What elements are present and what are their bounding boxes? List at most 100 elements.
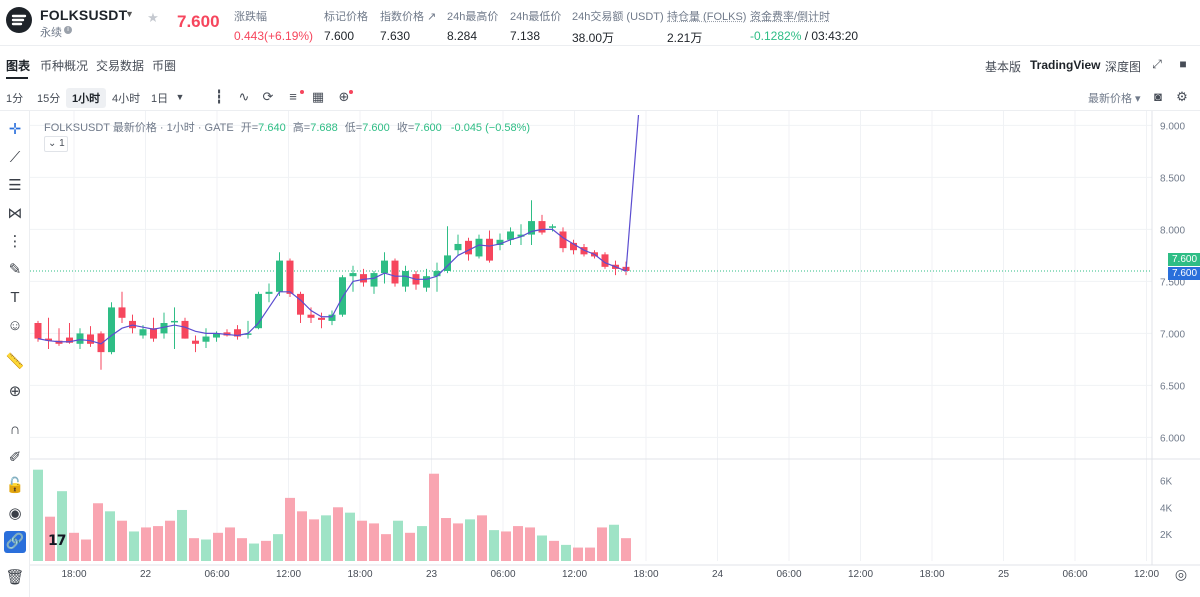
legend-change: -0.045 (−0.58%) xyxy=(450,122,531,134)
volume-bar xyxy=(381,534,391,561)
x-tick-label: 18:00 xyxy=(633,569,658,580)
legend-title: FOLKSUSDT 最新价格 · 1小时 · GATE xyxy=(44,122,234,134)
indicator-icon[interactable]: ∿ xyxy=(238,89,250,104)
volume-bar xyxy=(117,520,127,561)
chevron-down-icon: ⌄ xyxy=(48,138,57,149)
lock-drawing-icon[interactable]: ✐ xyxy=(8,449,22,466)
view-basic[interactable]: 基本版 xyxy=(985,60,1022,74)
favorite-star-icon[interactable]: ★ xyxy=(147,10,159,25)
chart-svg[interactable]: 18:00 22 06:00 12:00 18:00 23 06:00 12:00 18:00 2… xyxy=(30,111,1200,597)
timeframe-1d[interactable]: 1日 xyxy=(151,93,169,105)
candle-body xyxy=(160,323,168,334)
stat-value: 7.138 xyxy=(510,29,541,43)
x-tick-label: 24 xyxy=(712,569,724,580)
x-tick-label: 12:00 xyxy=(848,569,873,580)
trash-icon[interactable]: 🗑 xyxy=(5,569,25,586)
template-icon[interactable]: ≡ xyxy=(289,89,297,104)
x-tick-label: 18:00 xyxy=(919,569,944,580)
stat-value: 7.630 xyxy=(380,29,411,43)
zoom-in-icon[interactable]: ⊕ xyxy=(8,383,22,400)
candle-body xyxy=(213,333,220,338)
stat-label[interactable]: 指数价格 ↗ xyxy=(380,11,437,23)
x-tick-label: 06:00 xyxy=(490,569,515,580)
volume-bar xyxy=(105,511,115,561)
candle-body xyxy=(538,221,546,233)
volume-bar xyxy=(417,526,427,561)
trendline-icon[interactable]: ⟋ xyxy=(9,149,21,166)
candle-body xyxy=(370,273,378,287)
magnet-icon[interactable]: ∩ xyxy=(9,421,21,438)
settings-icon[interactable]: ⚙ xyxy=(1176,89,1188,104)
volume-bar xyxy=(33,469,43,561)
view-tradingview[interactable]: TradingView xyxy=(1030,58,1101,72)
candle-body xyxy=(475,238,483,257)
tradingview-logo-icon[interactable]: 17 xyxy=(48,533,66,549)
brush-icon[interactable]: ✎ xyxy=(8,261,22,278)
tab-trade-data[interactable]: 交易数据 xyxy=(96,59,145,73)
stat-label: 标记价格 xyxy=(324,11,368,23)
replay-icon[interactable]: ⟳ xyxy=(262,89,274,104)
candle-body xyxy=(276,260,283,292)
candle-body xyxy=(202,336,210,342)
timeframe-4h[interactable]: 4小时 xyxy=(112,93,141,105)
candle-body xyxy=(244,333,252,335)
timeframe-dropdown-icon[interactable]: ▼ xyxy=(175,92,185,102)
volume-bar xyxy=(573,547,583,561)
horizontal-lines-icon[interactable]: ☰ xyxy=(8,177,22,194)
popout-icon[interactable]: ■ xyxy=(1179,57,1187,71)
tab-coin-overview[interactable]: 币种概况 xyxy=(40,59,89,73)
y-tick-label: 9.000 xyxy=(1160,121,1185,132)
emoji-icon[interactable]: ☺ xyxy=(7,317,23,334)
candle-body xyxy=(192,340,199,344)
volume-bar xyxy=(429,473,439,561)
candle-body xyxy=(265,291,273,294)
timeframe-1h[interactable]: 1小时 xyxy=(66,88,107,108)
chart-area[interactable]: 18:00 22 06:00 12:00 18:00 23 06:00 12:00 18:00 2… xyxy=(30,111,1200,597)
text-icon[interactable]: T xyxy=(10,289,20,306)
add-icon[interactable]: ⊕ xyxy=(338,89,350,104)
timeframe-1m[interactable]: 1分 xyxy=(6,93,24,105)
volume-bar xyxy=(213,532,223,561)
x-tick-label: 06:00 xyxy=(204,569,229,580)
volume-bar xyxy=(453,523,463,561)
stat-value: 2.21万 xyxy=(667,31,703,45)
fullscreen-icon[interactable]: ⤢ xyxy=(1152,57,1162,71)
candle-body xyxy=(66,337,73,343)
layout-icon[interactable]: ▦ xyxy=(311,89,325,104)
volume-tick-label: 4K xyxy=(1160,503,1173,514)
volume-bar xyxy=(525,527,535,561)
candle-body xyxy=(286,260,294,294)
chart-settings-icon[interactable]: ◎ xyxy=(1174,566,1188,582)
volume-bar xyxy=(465,519,475,561)
symbol-name[interactable]: FOLKSUSDT xyxy=(40,7,128,23)
candle-body xyxy=(570,242,577,251)
symbol-dropdown-icon[interactable]: ▼ xyxy=(125,9,134,19)
crosshair-icon[interactable]: ✛ xyxy=(8,121,22,138)
y-tick-label: 7.500 xyxy=(1160,277,1185,288)
ruler-icon[interactable]: 📏 xyxy=(5,353,25,370)
tab-crypto-circle[interactable]: 币圈 xyxy=(152,59,177,73)
candle-body xyxy=(601,254,609,267)
candle-body xyxy=(318,317,325,320)
volume-bar xyxy=(369,523,379,561)
legend-collapse-button[interactable]: ⌄ 1 xyxy=(44,136,68,152)
price-type-select[interactable]: 最新价格 ▾ xyxy=(1088,93,1141,105)
volume-bar xyxy=(45,516,55,561)
last-price: 7.600 xyxy=(177,12,220,31)
tab-chart[interactable]: 图表 xyxy=(6,59,31,73)
candle-type-icon[interactable]: ┇ xyxy=(215,89,223,104)
info-icon[interactable]: i xyxy=(64,26,72,34)
screenshot-icon[interactable]: ◙ xyxy=(1154,89,1162,104)
price-tag-last: 7.600 xyxy=(1168,253,1200,266)
lock-icon[interactable]: 🔓 xyxy=(5,477,25,494)
fib-icon[interactable]: ⋮ xyxy=(7,233,23,250)
timeframe-15m[interactable]: 15分 xyxy=(37,93,61,105)
pattern-icon[interactable]: ⋈ xyxy=(7,205,23,222)
volume-bar xyxy=(177,509,187,561)
view-depth[interactable]: 深度图 xyxy=(1105,60,1142,74)
volume-bar xyxy=(285,497,295,561)
link-icon[interactable]: 🔗 xyxy=(4,531,26,553)
volume-bar xyxy=(201,539,211,561)
eye-icon[interactable]: ◉ xyxy=(8,505,22,522)
stat-index-price[interactable]: 指数价格 ↗ 7.630 xyxy=(380,8,436,43)
